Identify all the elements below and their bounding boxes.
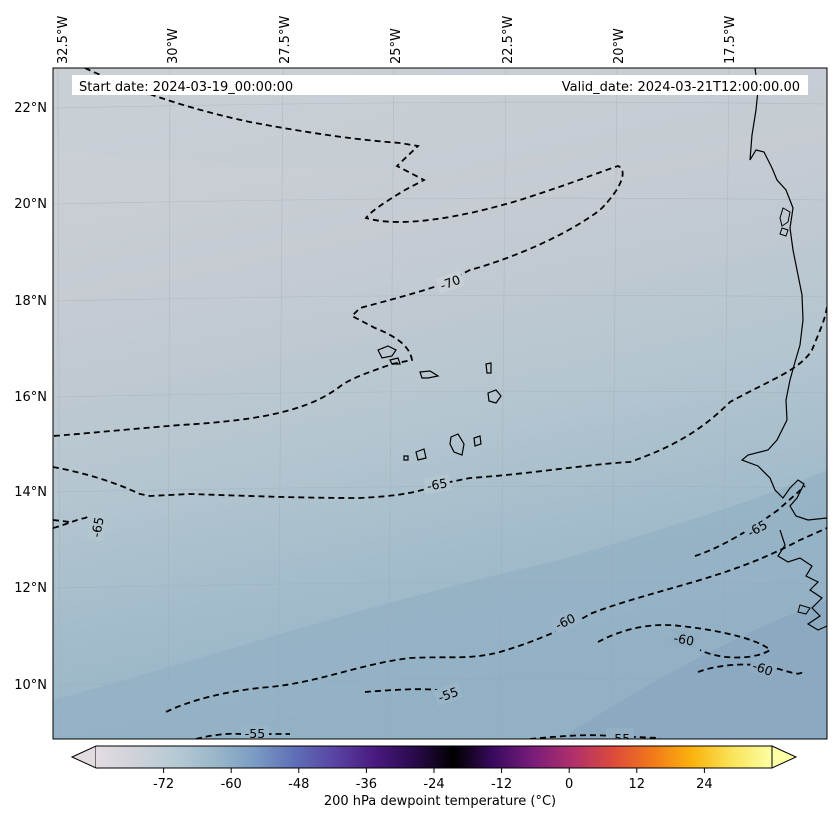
colorbar-tick-label: -12 — [491, 777, 512, 792]
lon-label-17-5w: 17.5°W — [723, 16, 738, 64]
island-santo-antao — [377, 345, 397, 359]
contour-label-minus55-c: -55 — [610, 731, 630, 746]
colorbar-tick-label: -48 — [288, 777, 309, 792]
lat-label-22n: 22°N — [14, 101, 47, 116]
colorbar-min-extension — [70, 745, 97, 769]
colorbar-tick-label: 24 — [696, 777, 713, 792]
contour-minus60-loop-2 — [697, 663, 803, 675]
lon-label-20w: 20°W — [612, 28, 627, 64]
colorbar-gradient — [96, 746, 772, 768]
dewpoint-field-moist-2 — [560, 600, 827, 739]
coast-island-2 — [779, 227, 789, 237]
lat-label-18n: 18°N — [14, 294, 47, 309]
colorbar-ticks: -72 -60 -48 -36 -24 -12 0 12 24 — [153, 768, 713, 792]
info-banner — [72, 75, 808, 95]
colorbar-max-extension — [771, 745, 798, 769]
colorbar: -72 -60 -48 -36 -24 -12 0 12 24 200 hPa dewpoint… — [70, 745, 798, 809]
colorbar-label: 200 hPa dewpoint temperature (°C) — [324, 794, 556, 809]
contour-label-minus65-b: -65 — [88, 516, 106, 539]
island-santiago — [449, 433, 465, 456]
coastline-guinea — [777, 529, 827, 631]
lon-label-32-5w: 32.5°W — [56, 16, 71, 64]
colorbar-tick-label: -36 — [356, 777, 377, 792]
contour-minus55-south — [195, 732, 290, 739]
lat-label-16n: 16°N — [14, 390, 47, 405]
coast-island-1 — [779, 207, 791, 227]
coastline — [740, 68, 827, 521]
contour-label-group: -70 -65 -65 -65 -60 -60 -60 -55 -55 -55 — [86, 270, 778, 746]
colorbar-tick-label: -24 — [423, 777, 444, 792]
start-date-label: Start date: 2024-03-19_00:00:00 — [79, 80, 293, 95]
contour-minus65-east — [694, 485, 806, 557]
colorbar-tick-label: -60 — [221, 777, 242, 792]
dewpoint-field-moist — [53, 470, 827, 739]
colorbar-tick-label: 12 — [629, 777, 646, 792]
lon-label-27-5w: 27.5°W — [278, 16, 293, 64]
island-sal — [485, 362, 492, 374]
lat-label-20n: 20°N — [14, 197, 47, 212]
island-maio — [473, 435, 482, 447]
map-field: -70 -65 -65 -65 -60 -60 -60 -55 -55 -55 … — [53, 68, 827, 746]
contour-minus65-west-2 — [53, 519, 71, 523]
graticule — [53, 68, 827, 739]
island-boa-vista — [487, 389, 502, 404]
contour-minus60-loop — [597, 624, 772, 659]
lat-label-14n: 14°N — [14, 485, 47, 500]
valid-date-label: Valid_date: 2024-03-21T12:00:00.00 — [562, 80, 800, 95]
contour-label-minus60-b: -60 — [673, 630, 696, 648]
lat-label-12n: 12°N — [14, 581, 47, 596]
contour-minus65-north — [53, 306, 827, 499]
island-fogo — [415, 448, 427, 461]
lon-label-30w: 30°W — [166, 28, 181, 64]
lon-label-22-5w: 22.5°W — [501, 16, 516, 64]
cape-verde-islands — [377, 345, 502, 461]
contour-label-minus65-a: -65 — [426, 475, 449, 493]
contour-label-minus55-b: -55 — [245, 726, 265, 741]
contour-minus70 — [53, 68, 624, 437]
map-frame — [52, 67, 828, 740]
lon-label-25w: 25°W — [389, 28, 404, 64]
contour-minus60 — [165, 527, 827, 713]
contour-label-minus60-c: -60 — [751, 658, 775, 679]
lon-labels: 32.5°W 30°W 27.5°W 25°W 22.5°W 20°W 17.5… — [56, 16, 738, 64]
contour-label-minus55-a: -55 — [436, 684, 460, 705]
island-sao-vicente — [389, 357, 401, 365]
colorbar-tick-label: 0 — [565, 777, 573, 792]
coast-island-3 — [797, 604, 811, 615]
island-sao-nicolau — [419, 370, 440, 379]
lat-label-10n: 10°N — [14, 678, 47, 693]
lat-labels: 22°N 20°N 18°N 16°N 14°N 12°N 10°N — [14, 101, 47, 693]
island-brava — [403, 455, 409, 461]
contour-label-minus70: -70 — [438, 272, 462, 293]
contour-minus65-west — [53, 515, 91, 529]
colorbar-tick-label: -72 — [153, 777, 174, 792]
